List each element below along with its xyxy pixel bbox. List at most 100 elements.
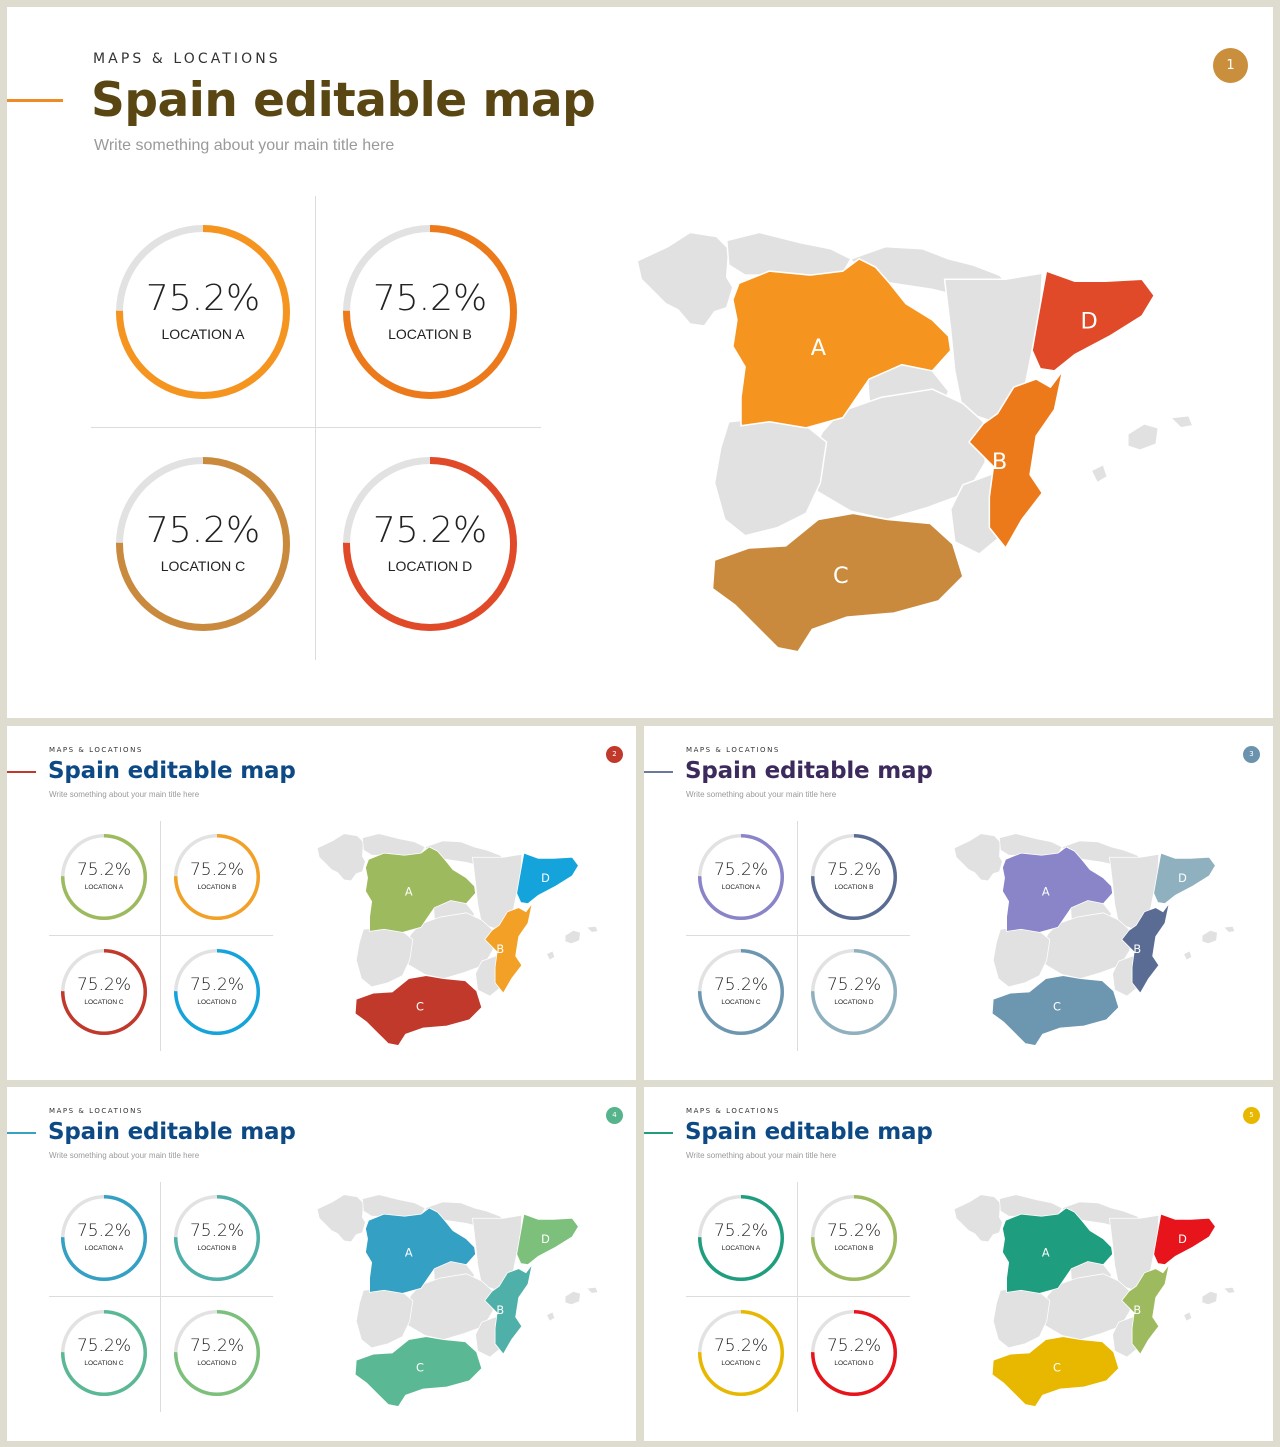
- slide-subtitle: Write something about your main title he…: [686, 790, 837, 799]
- map-region-a: [732, 257, 952, 429]
- ring-progress-arc: [174, 834, 260, 920]
- map-label-b: B: [1133, 943, 1141, 956]
- ring-label: LOCATION A: [84, 884, 124, 891]
- map-region-balearic-menorca: [1222, 925, 1236, 933]
- slide-title: Spain editable map: [48, 758, 296, 784]
- ring-value: 75.2%: [826, 1221, 881, 1241]
- ring-value: 75.2%: [145, 510, 261, 551]
- map-label-d: D: [1080, 308, 1097, 334]
- ring-label: LOCATION C: [721, 999, 761, 1006]
- ring-progress-arc: [811, 1195, 897, 1281]
- slide-1: MAPS & LOCATIONS Spain editable map Writ…: [7, 7, 1273, 718]
- ring-label: LOCATION D: [197, 999, 237, 1006]
- spain-map: A B C D: [627, 217, 1197, 657]
- ring-value: 75.2%: [76, 860, 131, 880]
- ring-value: 75.2%: [826, 975, 881, 995]
- ring-progress-arc: [698, 1310, 784, 1396]
- slide-subtitle: Write something about your main title he…: [686, 1151, 837, 1160]
- eyebrow: MAPS & LOCATIONS: [49, 746, 143, 754]
- ring-value: 75.2%: [372, 278, 488, 319]
- spain-map: A B C D: [312, 1187, 600, 1409]
- ring-value: 75.2%: [372, 510, 488, 551]
- map-label-a: A: [811, 335, 827, 361]
- ring-location-b: 75.2% LOCATION B: [342, 224, 518, 400]
- grid-divider-horizontal: [49, 1296, 273, 1297]
- map-region-balearic-mallorca: [1127, 422, 1160, 452]
- map-region-balearic-ibiza: [545, 950, 556, 961]
- map-label-b: B: [1133, 1304, 1141, 1317]
- map-region-a: [1002, 1207, 1113, 1294]
- map-label-a: A: [1042, 885, 1050, 898]
- map-region-extremadura: [355, 1287, 414, 1349]
- ring-location-b: 75.2% LOCATION B: [173, 833, 261, 921]
- slide-2: MAPS & LOCATIONS Spain editable map Writ…: [7, 726, 636, 1080]
- spain-map: A B C D: [949, 826, 1237, 1048]
- ring-value: 75.2%: [189, 860, 244, 880]
- map-region-extremadura: [992, 926, 1051, 988]
- spain-map: A B C D: [312, 826, 600, 1048]
- map-region-balearic-ibiza: [1090, 463, 1109, 484]
- slide-5: MAPS & LOCATIONS Spain editable map Writ…: [644, 1087, 1273, 1441]
- map-region-d: [1153, 852, 1216, 904]
- ring-location-c: 75.2% LOCATION C: [60, 948, 148, 1036]
- ring-label: LOCATION B: [388, 326, 472, 342]
- map-region-asturias: [998, 1194, 1063, 1218]
- ring-label: LOCATION C: [84, 999, 124, 1006]
- map-label-d: D: [541, 872, 550, 885]
- ring-label: LOCATION C: [721, 1360, 761, 1367]
- map-region-balearic-mallorca: [1201, 929, 1218, 945]
- map-region-galicia: [316, 1194, 366, 1243]
- ring-label: LOCATION B: [834, 1245, 874, 1252]
- slide-number-badge: 2: [606, 746, 623, 763]
- grid-divider-vertical: [160, 1182, 161, 1412]
- ring-label: LOCATION D: [834, 1360, 874, 1367]
- map-region-a: [1002, 846, 1113, 933]
- ring-location-d: 75.2% LOCATION D: [810, 948, 898, 1036]
- map-region-c: [991, 975, 1120, 1046]
- map-region-balearic-menorca: [585, 1286, 599, 1294]
- ring-location-a: 75.2% LOCATION A: [60, 1194, 148, 1282]
- map-label-c: C: [833, 563, 849, 589]
- slide-subtitle: Write something about your main title he…: [49, 1151, 200, 1160]
- ring-location-b: 75.2% LOCATION B: [810, 833, 898, 921]
- ring-value: 75.2%: [713, 860, 768, 880]
- ring-progress-arc: [174, 1310, 260, 1396]
- map-region-extremadura: [992, 1287, 1051, 1349]
- map-region-balearic-ibiza: [1182, 1311, 1193, 1322]
- ring-value: 75.2%: [145, 278, 261, 319]
- ring-value: 75.2%: [76, 1336, 131, 1356]
- map-region-extremadura: [713, 416, 828, 537]
- map-label-c: C: [1053, 1000, 1061, 1013]
- ring-location-d: 75.2% LOCATION D: [173, 1309, 261, 1397]
- accent-line: [7, 771, 36, 773]
- ring-progress-arc: [343, 225, 517, 399]
- ring-progress-arc: [698, 949, 784, 1035]
- eyebrow: MAPS & LOCATIONS: [93, 51, 281, 67]
- ring-value: 75.2%: [189, 1221, 244, 1241]
- spain-map: A B C D: [949, 1187, 1237, 1409]
- map-region-galicia: [636, 231, 734, 327]
- ring-progress-arc: [116, 457, 290, 631]
- eyebrow: MAPS & LOCATIONS: [686, 746, 780, 754]
- ring-location-d: 75.2% LOCATION D: [342, 456, 518, 632]
- ring-label: LOCATION C: [84, 1360, 124, 1367]
- map-label-c: C: [416, 1361, 424, 1374]
- ring-location-c: 75.2% LOCATION C: [697, 1309, 785, 1397]
- ring-label: LOCATION D: [387, 558, 473, 574]
- map-region-balearic-menorca: [1222, 1286, 1236, 1294]
- ring-location-a: 75.2% LOCATION A: [697, 1194, 785, 1282]
- map-region-d: [516, 1213, 579, 1265]
- slide-number-badge: 4: [606, 1107, 623, 1124]
- ring-progress-arc: [811, 834, 897, 920]
- ring-progress-arc: [61, 834, 147, 920]
- map-label-b: B: [992, 449, 1007, 475]
- ring-label: LOCATION A: [721, 1245, 761, 1252]
- ring-progress-arc: [698, 834, 784, 920]
- map-label-b: B: [496, 1304, 504, 1317]
- grid-divider-vertical: [797, 821, 798, 1051]
- map-region-galicia: [953, 1194, 1003, 1243]
- map-label-c: C: [1053, 1361, 1061, 1374]
- ring-value: 75.2%: [713, 1336, 768, 1356]
- map-label-b: B: [496, 943, 504, 956]
- map-region-asturias: [361, 833, 426, 857]
